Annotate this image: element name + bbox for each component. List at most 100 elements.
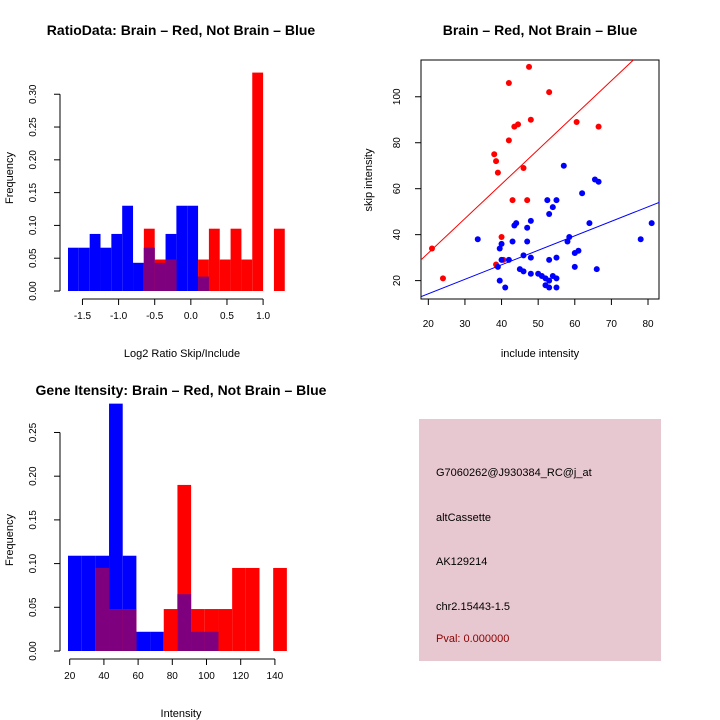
intensity-bar-notbrain-6 (150, 631, 164, 651)
scatter-point-brain-15 (498, 233, 505, 240)
scatter-point-notbrain-8 (527, 217, 534, 224)
ratio-y-tick-label-0: 0.00 (28, 281, 39, 301)
scatter-point-notbrain-37 (546, 284, 553, 291)
intensity-bar-notbrain-1 (81, 555, 96, 651)
scatter-point-notbrain-39 (502, 284, 509, 291)
scatter-x-tick-label-0: 20 (423, 319, 435, 330)
scatter-point-notbrain-0 (560, 162, 567, 169)
scatter-point-brain-9 (491, 151, 498, 158)
scatter-point-brain-7 (595, 123, 602, 130)
scatter-x-tick-label-4: 60 (569, 319, 581, 330)
scatter-point-brain-13 (524, 197, 531, 204)
intensity-bar-brain-10 (273, 567, 287, 651)
intensity-bar-overlap-4 (122, 609, 137, 651)
scatter-point-notbrain-24 (505, 256, 512, 263)
scatter-point-notbrain-14 (509, 238, 516, 245)
scatter-point-brain-6 (573, 119, 580, 126)
scatter-point-brain-14 (509, 197, 516, 204)
scatter-point-brain-0 (526, 63, 533, 70)
scatter-point-notbrain-19 (571, 250, 578, 257)
intensity-x-tick-label-0: 20 (64, 671, 76, 682)
scatter-point-notbrain-26 (494, 263, 501, 270)
scatter-point-notbrain-10 (524, 224, 531, 231)
scatter-point-brain-11 (494, 169, 501, 176)
scatter-point-brain-3 (527, 116, 534, 123)
ratio-bar-brain-7 (241, 259, 253, 291)
scatter-point-notbrain-35 (553, 275, 560, 282)
scatter-line-not-brain-fit (421, 202, 659, 298)
scatter-y-axis-label: skip intensity (363, 148, 375, 211)
ratio-histogram-panel: RatioData: Brain – Red, Not Brain – Blue… (4, 22, 315, 360)
scatter-x-tick-label-6: 80 (642, 319, 654, 330)
scatter-point-notbrain-25 (498, 256, 505, 263)
intensity-bar-overlap-2 (95, 567, 110, 651)
intensity-y-tick-label-2: 0.10 (28, 553, 39, 573)
info-panel: G7060262@J930384_RC@j_at altCassette AK1… (419, 419, 661, 661)
scatter-x-axis-label: include intensity (501, 348, 580, 360)
intensity-bar-overlap-8 (191, 631, 205, 651)
intensity-bar-notbrain-0 (68, 555, 82, 651)
ratio-bar-notbrain-5 (122, 205, 134, 291)
scatter-point-notbrain-41 (496, 245, 503, 252)
ratio-axes: -1.5 -1.0 -0.5 0.0 0.5 1.0 0.00 0.05 0.10 0.15 0.2… (28, 84, 270, 322)
ratio-bar-brain-9 (273, 228, 285, 291)
intensity-bar-overlap-9 (204, 631, 219, 651)
scatter-point-notbrain-3 (579, 190, 586, 197)
intensity-y-tick-label-5: 0.25 (28, 422, 39, 442)
info-probe-id: G7060262@J930384_RC@j_at (436, 467, 592, 479)
scatter-point-notbrain-45 (637, 236, 644, 243)
ratio-y-tick-label-4: 0.20 (28, 150, 39, 170)
intensity-x-tick-label-1: 40 (98, 671, 110, 682)
ratio-bars (68, 72, 285, 291)
scatter-y-tick-label-2: 60 (392, 183, 403, 195)
scatter-point-notbrain-16 (566, 233, 573, 240)
scatter-point-notbrain-2 (595, 178, 602, 185)
ratio-bar-brain-5 (219, 259, 231, 291)
scatter-point-notbrain-46 (648, 220, 655, 227)
ratio-x-axis-label: Log2 Ratio Skip/Include (124, 348, 240, 360)
ratio-x-tick-label-1: -1.0 (110, 311, 128, 322)
scatter-line-brain-fit (421, 60, 634, 261)
scatter-point-notbrain-43 (586, 220, 593, 227)
scatter-point-brain-19 (439, 275, 446, 282)
scatter-fit-lines (421, 60, 659, 298)
intensity-x-tick-label-4: 100 (198, 671, 215, 682)
intensity-y-tick-label-3: 0.15 (28, 510, 39, 530)
ratio-x-tick-label-2: -0.5 (146, 311, 164, 322)
scatter-point-notbrain-6 (549, 204, 556, 211)
intensity-bar-overlap-7 (177, 594, 192, 651)
ratio-bar-notbrain-11 (187, 205, 199, 291)
ratio-y-tick-label-2: 0.10 (28, 215, 39, 235)
scatter-point-brain-2 (546, 89, 553, 96)
ratio-bar-notbrain-2 (89, 233, 101, 291)
scatter-point-notbrain-7 (546, 210, 553, 217)
ratio-bar-brain-6 (230, 228, 242, 291)
ratio-bar-overlap-7 (143, 247, 155, 291)
intensity-bar-notbrain-5 (136, 631, 151, 651)
scatter-point-notbrain-12 (474, 236, 481, 243)
intensity-x-axis-label: Intensity (161, 708, 202, 720)
scatter-point-notbrain-28 (520, 268, 527, 275)
scatter-y-tick-label-0: 20 (392, 275, 403, 287)
info-location: chr2.15443-1.5 (436, 601, 510, 613)
scatter-y-tick-label-4: 100 (392, 88, 403, 105)
scatter-x-tick-label-2: 40 (496, 319, 508, 330)
scatter-panel: Brain – Red, Not Brain – Blue include in… (363, 22, 660, 360)
ratio-bar-brain-4 (208, 228, 220, 291)
ratio-bar-overlap-9 (165, 259, 177, 291)
ratio-bar-notbrain-3 (100, 247, 112, 291)
ratio-bar-notbrain-6 (133, 262, 144, 291)
scatter-chart-title: Brain – Red, Not Brain – Blue (443, 22, 638, 38)
ratio-y-tick-label-3: 0.15 (28, 182, 39, 202)
intensity-bars (68, 403, 287, 651)
ratio-bar-notbrain-10 (176, 205, 188, 291)
scatter-plot-frame (420, 59, 660, 300)
scatter-point-notbrain-11 (513, 220, 520, 227)
scatter-point-brain-18 (428, 245, 435, 252)
scatter-x-tick-label-3: 50 (533, 319, 545, 330)
ratio-bar-overlap-12 (198, 276, 209, 291)
scatter-point-notbrain-5 (553, 197, 560, 204)
scatter-point-brain-10 (493, 158, 500, 165)
info-accession: AK129214 (436, 556, 487, 568)
scatter-point-notbrain-22 (520, 252, 527, 259)
